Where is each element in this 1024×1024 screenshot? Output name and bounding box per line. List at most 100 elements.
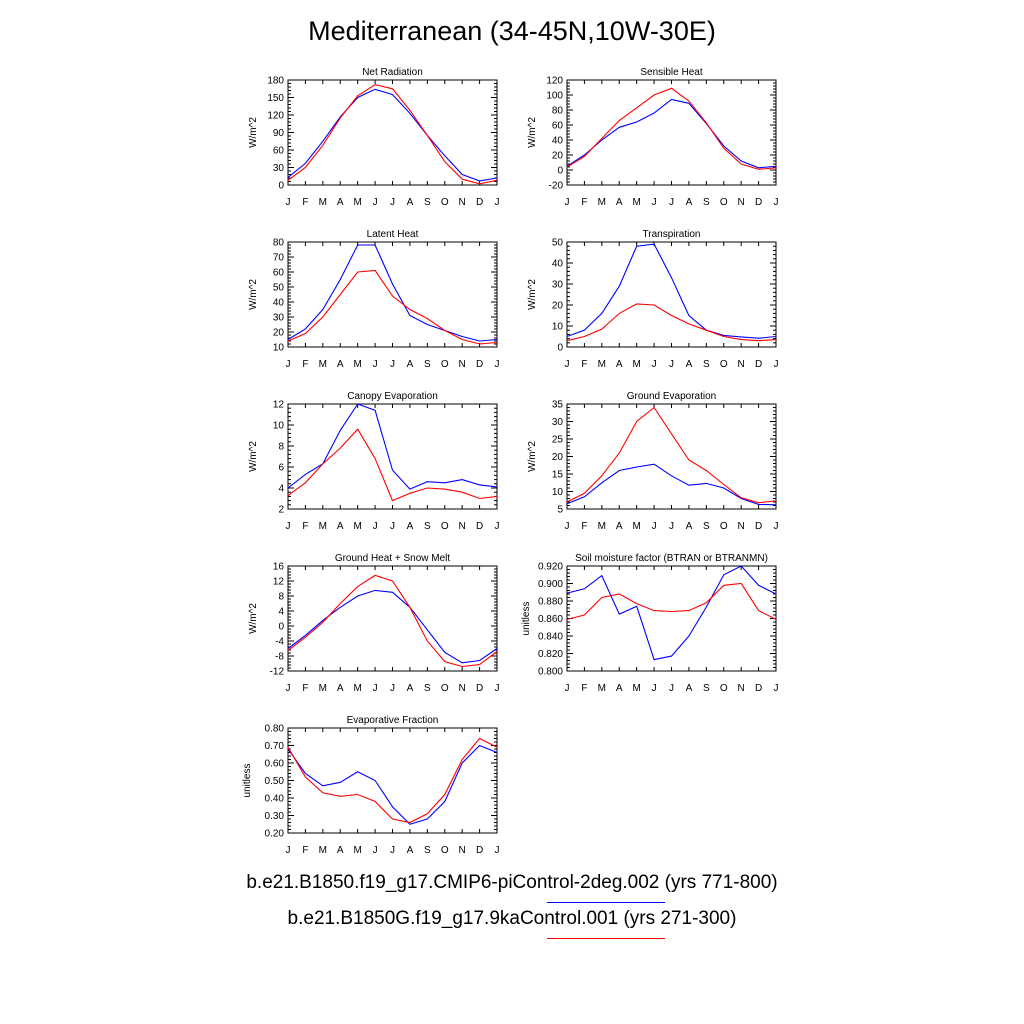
x-tick-label: M: [632, 197, 640, 208]
x-tick-label: J: [565, 197, 570, 208]
y-tick-label: 10: [552, 487, 564, 498]
x-tick-label: J: [774, 197, 779, 208]
y-tick-label: 10: [273, 421, 285, 432]
x-tick-label: A: [337, 197, 344, 208]
x-tick-label: J: [373, 359, 378, 370]
y-tick-label: 30: [273, 163, 285, 174]
x-tick-label: A: [407, 359, 414, 370]
x-tick-label: J: [373, 683, 378, 694]
x-tick-label: M: [598, 683, 606, 694]
x-tick-label: N: [459, 359, 466, 370]
x-tick-label: F: [302, 197, 308, 208]
y-tick-label: 6: [278, 463, 284, 474]
y-tick-label: 0.800: [538, 667, 563, 678]
y-tick-label: 50: [552, 238, 564, 249]
y-tick-label: 0.900: [538, 579, 563, 590]
x-tick-label: M: [319, 845, 327, 856]
x-tick-label: O: [441, 197, 449, 208]
x-tick-label: J: [390, 197, 395, 208]
y-axis-label: W/m^2: [527, 279, 538, 310]
y-tick-label: 16: [273, 562, 285, 573]
x-tick-label: D: [476, 521, 483, 532]
y-axis-label: W/m^2: [248, 441, 259, 472]
y-axis-label: W/m^2: [248, 117, 259, 148]
panel-frame: [566, 241, 777, 348]
y-tick-label: 0.840: [538, 632, 563, 643]
x-tick-label: M: [319, 359, 327, 370]
series-line-blue: [566, 463, 777, 506]
x-tick-label: O: [441, 683, 449, 694]
x-tick-label: A: [686, 521, 693, 532]
x-tick-label: A: [337, 683, 344, 694]
y-tick-label: 4: [278, 607, 284, 618]
y-tick-label: 60: [273, 146, 285, 157]
x-tick-label: N: [459, 521, 466, 532]
x-tick-label: J: [669, 359, 674, 370]
x-tick-label: N: [459, 197, 466, 208]
x-tick-label: N: [738, 521, 745, 532]
x-tick-label: J: [495, 683, 500, 694]
x-tick-label: J: [652, 521, 657, 532]
x-tick-label: M: [632, 359, 640, 370]
y-tick-label: 30: [273, 313, 285, 324]
series-line-blue: [566, 565, 777, 661]
y-tick-label: 35: [552, 400, 564, 411]
x-tick-label: J: [373, 521, 378, 532]
panel-title: Sensible Heat: [640, 67, 702, 78]
y-tick-label: 0.50: [265, 776, 285, 787]
x-tick-label: A: [407, 521, 414, 532]
y-tick-label: 12: [273, 400, 285, 411]
series-line-red: [566, 582, 777, 620]
x-tick-label: S: [424, 683, 431, 694]
panel-2: J F M A M J J A S O N D J-20020406080100120Sensible …: [527, 67, 779, 208]
panel-title: Canopy Evaporation: [347, 391, 438, 402]
panel-title: Net Radiation: [362, 67, 423, 78]
y-tick-label: 180: [267, 76, 284, 87]
series-line-blue: [287, 88, 498, 182]
x-tick-label: M: [598, 521, 606, 532]
x-tick-label: J: [390, 521, 395, 532]
x-tick-label: J: [286, 521, 291, 532]
x-tick-label: S: [424, 845, 431, 856]
x-tick-label: S: [703, 683, 710, 694]
x-tick-label: M: [598, 359, 606, 370]
y-tick-label: 120: [267, 111, 284, 122]
x-tick-label: J: [286, 845, 291, 856]
x-tick-label: J: [565, 683, 570, 694]
y-tick-label: 0.20: [265, 829, 285, 840]
x-tick-label: J: [774, 359, 779, 370]
x-tick-label: J: [495, 359, 500, 370]
figure-title: Mediterranean (34-45N,10W-30E): [308, 16, 716, 46]
y-tick-label: 30: [552, 280, 564, 291]
x-tick-label: D: [755, 521, 762, 532]
y-tick-label: 0.60: [265, 759, 285, 770]
panel-frame: [287, 727, 498, 834]
y-tick-label: -20: [549, 181, 564, 192]
panel-frame: [287, 241, 498, 348]
x-tick-label: A: [616, 683, 623, 694]
y-tick-label: -4: [275, 637, 284, 648]
x-tick-label: O: [441, 359, 449, 370]
x-tick-label: J: [565, 521, 570, 532]
y-axis-label: W/m^2: [527, 117, 538, 148]
y-axis-label: unitless: [521, 602, 532, 636]
y-tick-label: 40: [552, 136, 564, 147]
panel-8: J F M A M J J A S O N D J0.8000.8200.8400.8600.8800.…: [521, 553, 779, 694]
series-line-blue: [566, 243, 777, 339]
x-tick-label: A: [337, 521, 344, 532]
panel-title: Transpiration: [643, 229, 701, 240]
legend-entry-2-label: b.e21.B1850G.f19_g17.9kaControl.001 (yrs…: [287, 908, 737, 929]
series-line-blue: [287, 744, 498, 825]
y-tick-label: 80: [273, 238, 285, 249]
y-tick-label: 20: [552, 301, 564, 312]
y-tick-label: 0: [278, 622, 284, 633]
y-tick-label: 20: [552, 151, 564, 162]
x-tick-label: N: [738, 197, 745, 208]
y-tick-label: 0: [557, 166, 563, 177]
y-tick-label: 0.30: [265, 811, 285, 822]
x-tick-label: M: [632, 683, 640, 694]
y-tick-label: 5: [557, 505, 563, 516]
panel-frame: [287, 79, 498, 186]
x-tick-label: N: [459, 683, 466, 694]
